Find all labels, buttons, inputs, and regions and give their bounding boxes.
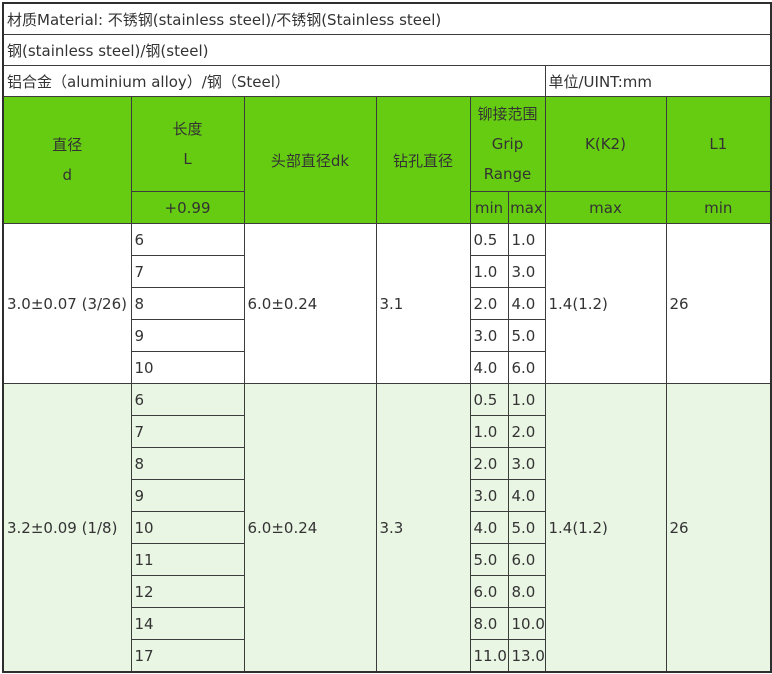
cell-grip-max: 4.0 — [507, 479, 546, 512]
header-diameter-zh: 直径 — [52, 136, 83, 154]
cell-grip-min: 3.0 — [469, 479, 509, 512]
header-length-zh: 长度 — [172, 120, 203, 138]
header-length-symbol: L — [183, 150, 192, 168]
material-text-1: 材质Material: 不锈钢(stainless steel)/不锈钢(Sta… — [2, 2, 772, 35]
header-row-sub: +0.99 min max max min — [3, 191, 772, 224]
header-k-max: max — [544, 191, 667, 224]
cell-grip-max: 6.0 — [507, 351, 546, 384]
unit-label: 单位/UINT:mm — [544, 65, 772, 97]
cell-length: 8 — [130, 287, 245, 320]
header-row-main: 直径 d 长度 L 头部直径dk 钻孔直径 铆接范围 Grip Range K(… — [2, 96, 772, 224]
cell-length: 12 — [130, 575, 245, 608]
material-row-1: 材质Material: 不锈钢(stainless steel)/不锈钢(Sta… — [2, 2, 772, 35]
cell-grip-min: 5.0 — [469, 543, 509, 576]
table-row: 8 2.0 3.0 — [3, 447, 771, 480]
cell-grip-max: 3.0 — [507, 255, 546, 288]
cell-grip-min: 4.0 — [469, 511, 509, 544]
header-drill-diameter: 钻孔直径 — [375, 96, 471, 224]
header-grip-en2: Range — [483, 165, 532, 183]
cell-grip-max: 2.0 — [507, 415, 546, 448]
cell-grip-min: 1.0 — [469, 415, 509, 448]
header-grip-max: max — [507, 191, 546, 224]
cell-grip-min: 0.5 — [469, 383, 509, 416]
cell-length: 10 — [130, 351, 245, 384]
cell-grip-min: 3.0 — [469, 319, 509, 352]
cell-grip-min: 8.0 — [469, 607, 509, 640]
table-row: 9 3.0 5.0 — [3, 319, 771, 352]
cell-length: 11 — [130, 543, 245, 576]
cell-head-diameter: 6.0±0.24 — [243, 383, 377, 673]
cell-diameter: 3.0±0.07 (3/26) — [2, 223, 132, 384]
cell-grip-max: 10.0 — [507, 607, 546, 640]
table-row: 3.2±0.09 (1/8) 6 6.0±0.24 3.3 0.5 1.0 1.… — [2, 383, 772, 673]
header-diameter: 直径 d — [2, 96, 132, 224]
cell-length: 6 — [130, 223, 245, 256]
header-head-diameter: 头部直径dk — [243, 96, 377, 224]
material-text-3: 铝合金（aluminium alloy）/钢（Steel） — [2, 65, 546, 97]
cell-grip-max: 4.0 — [507, 287, 546, 320]
cell-length: 8 — [130, 447, 245, 480]
cell-grip-max: 13.0 — [507, 639, 546, 673]
table-row: 10 4.0 6.0 — [3, 351, 771, 384]
cell-grip-min: 2.0 — [469, 287, 509, 320]
cell-head-diameter: 6.0±0.24 — [243, 223, 377, 384]
table-row: 17 11.0 13.0 — [3, 639, 771, 673]
cell-length: 10 — [130, 511, 245, 544]
cell-grip-max: 1.0 — [507, 383, 546, 416]
material-row-3: 铝合金（aluminium alloy）/钢（Steel） 单位/UINT:mm — [2, 65, 772, 97]
header-l1-min: min — [665, 191, 772, 224]
cell-drill-diameter: 3.3 — [375, 383, 471, 673]
header-diameter-symbol: d — [62, 166, 73, 184]
header-grip-zh: 铆接范围 — [477, 105, 538, 123]
table-row: 12 6.0 8.0 — [3, 575, 771, 608]
header-l1: L1 — [665, 96, 772, 192]
table-row: 7 1.0 2.0 — [3, 415, 771, 448]
header-grip-range: 铆接范围 Grip Range — [469, 96, 546, 192]
cell-grip-min: 6.0 — [469, 575, 509, 608]
cell-grip-min: 1.0 — [469, 255, 509, 288]
table-row: 7 1.0 3.0 — [3, 255, 771, 288]
cell-grip-min: 11.0 — [469, 639, 509, 673]
cell-length: 17 — [130, 639, 245, 673]
header-k: K(K2) — [544, 96, 667, 192]
table-row: 14 8.0 10.0 — [3, 607, 771, 640]
cell-grip-max: 1.0 — [507, 223, 546, 256]
table-row: 9 3.0 4.0 — [3, 479, 771, 512]
cell-grip-min: 2.0 — [469, 447, 509, 480]
cell-k: 1.4(1.2) — [544, 223, 667, 384]
cell-grip-max: 8.0 — [507, 575, 546, 608]
cell-grip-max: 5.0 — [507, 319, 546, 352]
material-row-2: 钢(stainless steel)/钢(steel) — [2, 34, 772, 66]
cell-grip-min: 4.0 — [469, 351, 509, 384]
cell-length: 7 — [130, 255, 245, 288]
cell-grip-max: 3.0 — [507, 447, 546, 480]
cell-length: 6 — [130, 383, 245, 416]
cell-grip-max: 5.0 — [507, 511, 546, 544]
cell-length: 9 — [130, 319, 245, 352]
cell-l1: 26 — [665, 223, 772, 384]
cell-drill-diameter: 3.1 — [375, 223, 471, 384]
header-length-tolerance: +0.99 — [130, 191, 245, 224]
cell-diameter: 3.2±0.09 (1/8) — [2, 383, 132, 673]
header-length: 长度 L — [130, 96, 245, 192]
cell-length: 14 — [130, 607, 245, 640]
table-row: 3.0±0.07 (3/26) 6 6.0±0.24 3.1 0.5 1.0 1… — [2, 223, 772, 384]
cell-k: 1.4(1.2) — [544, 383, 667, 673]
header-grip-en1: Grip — [491, 135, 524, 153]
cell-grip-min: 0.5 — [469, 223, 509, 256]
cell-l1: 26 — [665, 383, 772, 673]
header-grip-min: min — [469, 191, 509, 224]
table-row: 11 5.0 6.0 — [3, 543, 771, 576]
cell-length: 9 — [130, 479, 245, 512]
cell-grip-max: 6.0 — [507, 543, 546, 576]
material-text-2: 钢(stainless steel)/钢(steel) — [2, 34, 772, 66]
cell-length: 7 — [130, 415, 245, 448]
